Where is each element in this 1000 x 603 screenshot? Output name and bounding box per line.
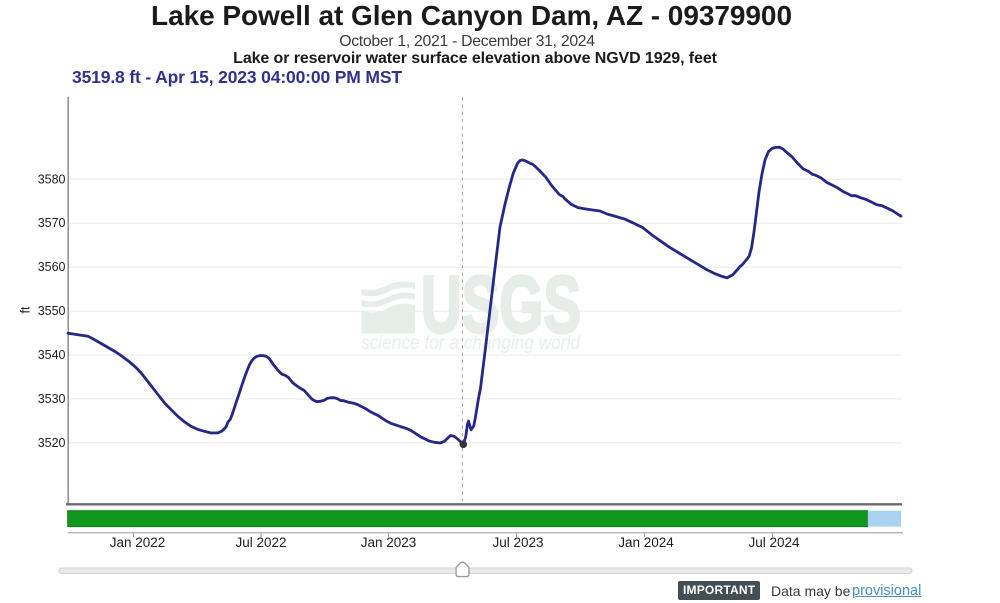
svg-text:3550: 3550	[38, 304, 66, 318]
svg-text:Jan 2023: Jan 2023	[361, 535, 417, 550]
svg-text:3570: 3570	[38, 216, 66, 230]
svg-text:3540: 3540	[38, 348, 66, 362]
svg-text:USGS: USGS	[421, 260, 581, 350]
svg-text:3580: 3580	[38, 172, 66, 186]
svg-text:Jul 2024: Jul 2024	[748, 535, 800, 550]
svg-text:science for a changing world: science for a changing world	[361, 333, 581, 354]
svg-text:Jan 2022: Jan 2022	[110, 535, 166, 550]
svg-text:Jul 2023: Jul 2023	[492, 535, 543, 550]
svg-text:Jul 2022: Jul 2022	[235, 535, 286, 550]
svg-text:3520: 3520	[38, 436, 66, 450]
svg-text:Jan 2024: Jan 2024	[618, 535, 674, 550]
svg-text:ft: ft	[19, 306, 33, 313]
svg-text:3560: 3560	[38, 260, 66, 274]
svg-text:3530: 3530	[38, 392, 66, 406]
